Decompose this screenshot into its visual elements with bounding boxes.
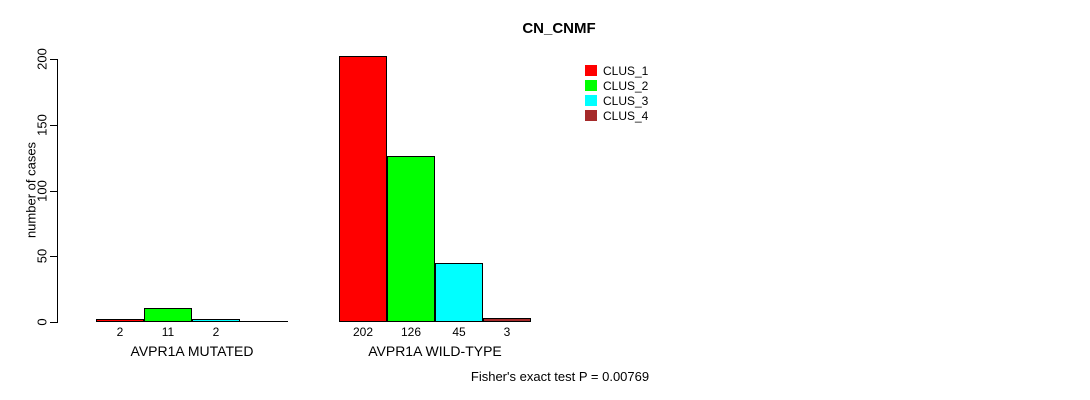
y-axis-tick-label: 200 [34, 48, 50, 70]
y-axis-tick [50, 59, 57, 60]
bar-clus_3-group1 [192, 319, 240, 322]
y-axis-tick [50, 125, 57, 126]
legend-swatch-clus_3 [585, 95, 597, 106]
legend: CLUS_1 CLUS_2 CLUS_3 CLUS_4 [585, 63, 648, 123]
y-axis-tick [50, 256, 57, 257]
legend-swatch-clus_4 [585, 110, 597, 121]
footer-annotation: Fisher's exact test P = 0.00769 [470, 369, 650, 384]
legend-label: CLUS_2 [603, 78, 649, 93]
legend-swatch-clus_1 [585, 65, 597, 76]
legend-label: CLUS_1 [603, 63, 649, 78]
bar-clus_1-group1 [96, 319, 144, 322]
bar-clus_2-group1 [144, 308, 192, 322]
legend-label: CLUS_4 [603, 108, 649, 123]
bar-clus_4-group1-zero [240, 321, 288, 322]
legend-label: CLUS_3 [603, 93, 649, 108]
legend-item: CLUS_3 [585, 93, 648, 108]
bar-value-label: 126 [400, 325, 422, 339]
category-label: AVPR1A WILD-TYPE [368, 343, 502, 359]
bar-value-label: 202 [352, 325, 374, 339]
bar-value-label: 11 [161, 325, 175, 339]
y-axis-tick-label: 100 [34, 180, 50, 202]
bar-clus_4-group2 [483, 318, 531, 322]
legend-item: CLUS_2 [585, 78, 648, 93]
category-label: AVPR1A MUTATED [130, 343, 254, 359]
y-axis-tick [50, 191, 57, 192]
y-axis-tick-label: 0 [34, 318, 50, 326]
legend-swatch-clus_2 [585, 80, 597, 91]
y-axis-tick [50, 322, 57, 323]
chart-title: CN_CNMF [522, 20, 596, 37]
legend-item: CLUS_4 [585, 108, 648, 123]
bar-value-label: 2 [212, 325, 220, 339]
bar-value-label: 2 [116, 325, 124, 339]
bar-clus_2-group2 [387, 156, 435, 322]
bar-clus_1-group2 [339, 56, 387, 322]
bar-value-label: 45 [452, 325, 466, 339]
y-axis-tick-label: 50 [34, 248, 50, 264]
y-axis-tick-label: 150 [34, 114, 50, 136]
legend-item: CLUS_1 [585, 63, 648, 78]
bar-clus_3-group2 [435, 263, 483, 322]
bar-value-label: 3 [503, 325, 511, 339]
y-axis-line [57, 59, 58, 323]
